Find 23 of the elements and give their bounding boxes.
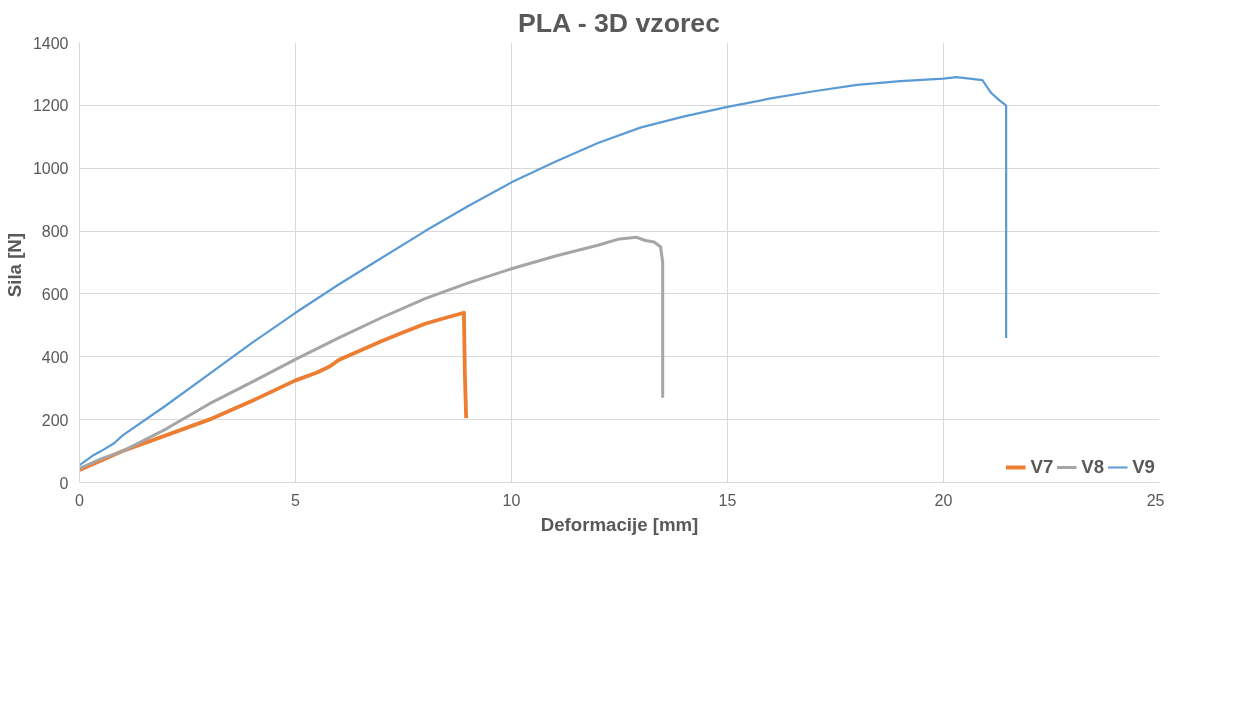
x-tick-label: 5: [291, 491, 301, 509]
line-series: [79, 310, 469, 472]
x-tick-label: 10: [502, 491, 521, 509]
y-tick-label: 0: [59, 474, 69, 492]
y-tick-label: 1000: [32, 160, 69, 178]
y-tick-label: 1400: [32, 34, 69, 52]
x-tick-label: 0: [75, 491, 85, 509]
y-tick-label: 400: [41, 348, 69, 366]
y-tick-label: 1200: [32, 97, 69, 115]
y-tick-label: 600: [41, 285, 69, 303]
line-series: [79, 235, 665, 470]
x-tick-label: 15: [718, 491, 737, 509]
chart-title: PLA - 3D vzorec: [518, 7, 721, 38]
legend-label: V8: [1081, 456, 1105, 478]
y-axis-title: Sila [N]: [3, 232, 25, 298]
legend-label: V7: [1030, 456, 1054, 478]
x-axis-title: Deformacije [mm]: [540, 513, 699, 535]
y-tick-label: 200: [41, 411, 69, 429]
line-series: [79, 75, 1008, 467]
y-tick-label: 800: [41, 223, 69, 241]
x-tick-label: 25: [1146, 491, 1165, 509]
legend-label: V9: [1132, 456, 1155, 478]
x-tick-label: 20: [934, 491, 953, 509]
